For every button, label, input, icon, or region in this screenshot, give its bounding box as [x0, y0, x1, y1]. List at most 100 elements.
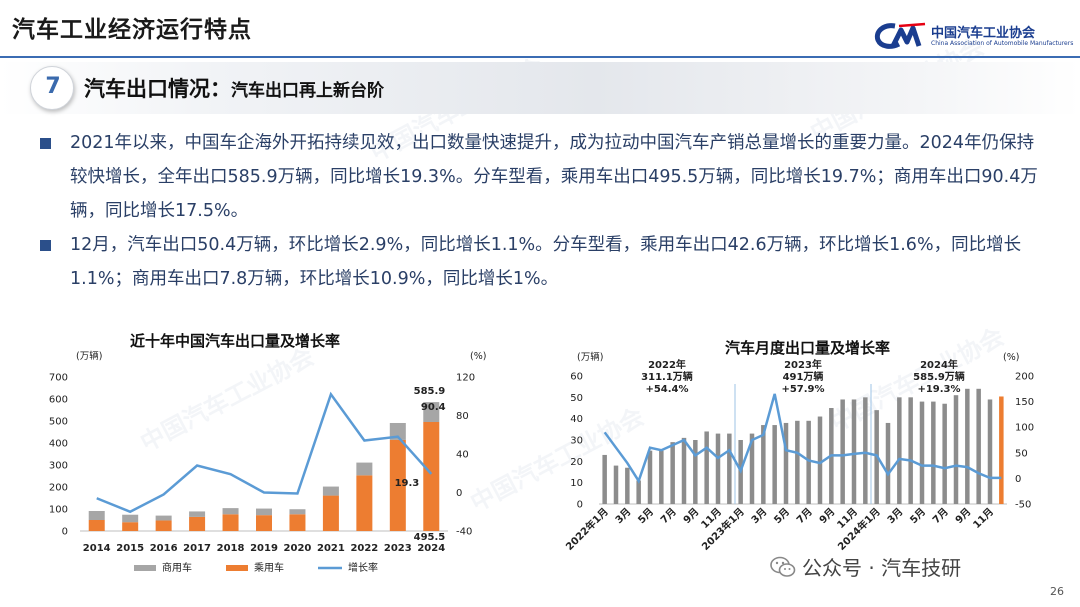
annual-y-unit: (万辆): [76, 350, 102, 362]
annual-export-chart: (万辆) (%) 0 100 200 300 400 500 600 700 -40 0 40 80 120…: [49, 350, 487, 574]
annual-y-tick: 700: [49, 373, 68, 384]
monthly-bar: [659, 450, 664, 504]
monthly-y2-unit: (%): [1003, 352, 1019, 363]
monthly-bar: [806, 420, 811, 504]
monthly-bar: [693, 440, 698, 504]
passenger-bar: [322, 495, 339, 531]
monthly-bar: [636, 480, 641, 504]
monthly-y-tick: 30: [570, 436, 583, 447]
monthly-bar: [931, 401, 936, 504]
monthly-bar: [942, 403, 947, 504]
section-number: 7: [45, 74, 61, 99]
bullet-text: 2021年以来，中国车企海外开拓持续见效，出口数量快速提升，成为拉动中国汽车产销…: [70, 133, 1038, 221]
section-bar: [0, 62, 1080, 114]
monthly-y-tick: 10: [570, 478, 583, 489]
page-number: 26: [1050, 585, 1064, 598]
monthly-x-tick: 5月: [908, 506, 928, 526]
monthly-y-tick: 50: [570, 393, 583, 404]
year-summary-label: 2024年: [920, 358, 958, 371]
annual-y-tick: 300: [49, 461, 68, 472]
annual-x-tick: 2018: [217, 543, 245, 554]
monthly-y-tick: 20: [570, 457, 583, 468]
wechat-icon: [770, 556, 796, 577]
monthly-bar: [670, 442, 675, 504]
monthly-bar: [761, 425, 766, 504]
monthly-x-tick: 3月: [885, 506, 905, 526]
annual-x-tick: 2016: [150, 543, 178, 554]
annual-y2-unit: (%): [470, 351, 486, 362]
monthly-bar: [999, 396, 1004, 504]
passenger-bar: [256, 515, 272, 531]
header-divider: [0, 56, 1080, 58]
annual-y-tick: 100: [49, 505, 68, 516]
year-summary-value: 491万辆: [783, 370, 824, 383]
monthly-x-tick: 7月: [930, 506, 950, 526]
commercial-bar: [289, 509, 306, 515]
commercial-bar: [423, 402, 440, 422]
passenger-bar: [88, 520, 105, 531]
monthly-x-tick: 11月: [971, 506, 996, 531]
commercial-bar: [322, 486, 339, 496]
annual-y2-tick: 120: [456, 373, 475, 384]
caam-logo: 中国汽车工业协会 China Association of Automobile…: [873, 22, 1073, 52]
commercial-bar: [356, 462, 373, 476]
monthly-bar: [953, 395, 959, 504]
bullet-item: 2021年以来，中国车企海外开拓持续见效，出口数量快速提升，成为拉动中国汽车产销…: [40, 126, 1050, 228]
annual-y-tick: 500: [49, 417, 68, 428]
legend-commercial-swatch: [134, 565, 156, 571]
monthly-bar: [772, 425, 777, 504]
annual-y-tick: 200: [49, 483, 68, 494]
monthly-y2-tick: 100: [1015, 423, 1034, 434]
commercial-bar: [222, 508, 239, 515]
monthly-y2-tick: 150: [1015, 397, 1034, 408]
monthly-bar: [727, 433, 732, 504]
year-summary-label: 2023年: [784, 358, 822, 371]
monthly-bar: [817, 416, 823, 504]
monthly-y-tick: 0: [577, 500, 583, 511]
annual-passenger-label: 495.5: [414, 532, 446, 543]
monthly-y2-tick: 0: [1015, 474, 1021, 485]
monthly-x-tick: 7月: [794, 506, 814, 526]
monthly-chart-title: 汽车月度出口量及增长率: [725, 339, 891, 357]
monthly-x-tick: 5月: [772, 506, 792, 526]
passenger-bar: [289, 514, 306, 531]
annual-y-tick: 400: [49, 439, 68, 450]
annual-x-tick: 2019: [250, 543, 278, 554]
monthly-bar: [885, 422, 891, 504]
monthly-growth-line: [603, 393, 1002, 484]
passenger-bar: [189, 516, 206, 531]
year-summary-growth: +57.9%: [781, 384, 824, 395]
annual-commercial-label: 90.4: [421, 402, 446, 413]
wechat-account: 公众号 · 汽车技研: [770, 552, 961, 581]
monthly-bar: [647, 450, 653, 504]
annual-y2-tick: 80: [456, 411, 469, 422]
monthly-bar: [840, 399, 845, 504]
monthly-bar: [613, 465, 619, 504]
bullet-item: 12月，汽车出口50.4万辆，环比增长2.9%，同比增长1.1%。分车型看，乘用…: [40, 228, 1050, 296]
passenger-bar: [423, 421, 440, 531]
annual-y-tick: 0: [62, 527, 68, 538]
monthly-x-tick: 3月: [749, 506, 769, 526]
commercial-bar: [88, 510, 105, 520]
monthly-bar: [863, 397, 868, 504]
annual-x-tick: 2023: [384, 543, 412, 554]
bullet-square-icon: [40, 138, 51, 149]
passenger-bar: [356, 475, 373, 531]
monthly-bar: [908, 397, 913, 504]
bullet-text: 12月，汽车出口50.4万辆，环比增长2.9%，同比增长1.1%。分车型看，乘用…: [70, 235, 1022, 289]
year-summary-value: 585.9万辆: [913, 370, 965, 383]
monthly-bar: [987, 399, 993, 504]
logo-text-cn: 中国汽车工业协会: [931, 26, 1036, 41]
monthly-bar: [919, 401, 925, 504]
annual-chart-title: 近十年中国汽车出口量及增长率: [130, 332, 341, 350]
monthly-bar: [783, 422, 789, 504]
annual-x-tick: 2014: [83, 543, 111, 554]
legend-commercial-label: 商用车: [162, 561, 192, 574]
monthly-y2-tick: 50: [1015, 448, 1028, 459]
section-number-badge: 7: [30, 66, 74, 110]
annual-y2-tick: 0: [456, 488, 462, 499]
logo-text-en: China Association of Automobile Manufact…: [931, 40, 1074, 47]
commercial-bar: [122, 514, 139, 523]
legend-passenger-label: 乘用车: [254, 561, 284, 574]
